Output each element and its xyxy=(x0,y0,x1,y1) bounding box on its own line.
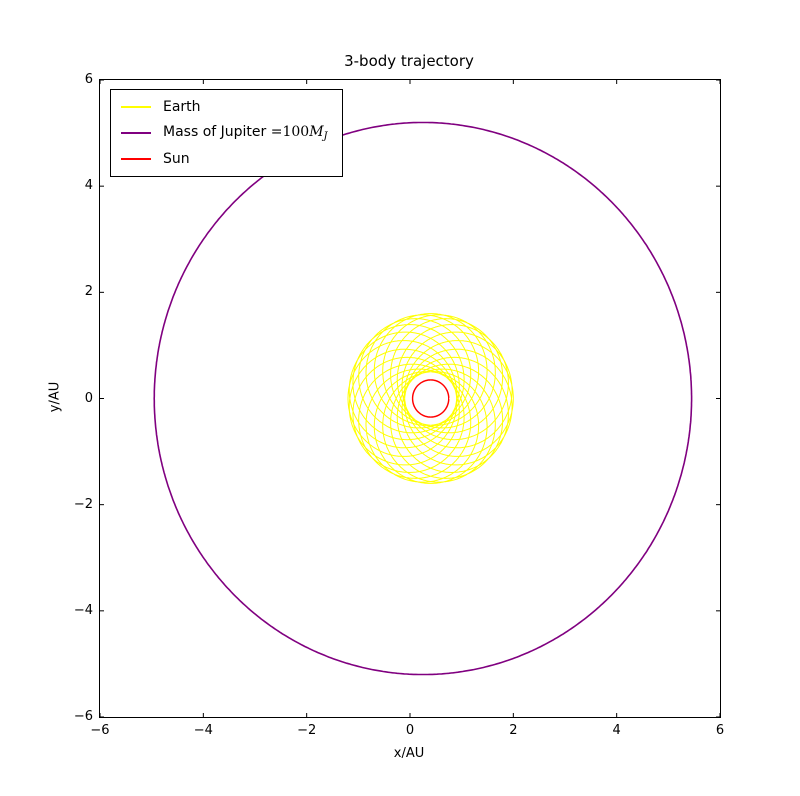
jupiter-trajectory xyxy=(153,121,693,676)
legend: Earth Mass of Jupiter =100MJ Sun xyxy=(110,89,343,177)
x-tick-label: 6 xyxy=(715,723,725,738)
x-tick-label: −4 xyxy=(193,723,213,738)
plot-area xyxy=(100,80,720,717)
sun-trajectory xyxy=(411,379,450,418)
earth-trajectory xyxy=(347,313,514,484)
legend-label-jupiter-number: 100 xyxy=(282,124,310,140)
legend-item-jupiter: Mass of Jupiter =100MJ xyxy=(121,124,328,142)
x-tick-label: −2 xyxy=(297,723,317,738)
axes-box xyxy=(99,79,721,718)
earth-legend-line-icon xyxy=(121,106,151,108)
y-tick-label: −6 xyxy=(73,709,93,724)
x-tick-label: 0 xyxy=(405,723,415,738)
sun-legend-line-icon xyxy=(121,158,151,160)
y-tick-label: 6 xyxy=(84,72,93,87)
legend-label-earth: Earth xyxy=(163,99,201,115)
x-tick-label: −6 xyxy=(90,723,110,738)
legend-label-jupiter-symbol: M xyxy=(309,124,324,140)
x-tick-label: 4 xyxy=(612,723,621,738)
legend-label-jupiter: Mass of Jupiter =100MJ xyxy=(163,124,328,142)
x-axis-label: x/AU xyxy=(393,746,425,761)
y-tick-label: 2 xyxy=(84,284,93,300)
legend-label-jupiter-subscript: J xyxy=(323,131,328,142)
y-tick-label: −4 xyxy=(73,602,93,618)
y-tick-label: −2 xyxy=(73,496,93,512)
legend-item-earth: Earth xyxy=(121,99,328,115)
legend-item-sun: Sun xyxy=(121,151,328,167)
jupiter-legend-line-icon xyxy=(121,132,151,134)
plot-title: 3-body trajectory xyxy=(344,52,474,70)
legend-label-sun: Sun xyxy=(163,151,190,167)
y-tick-label: 4 xyxy=(84,178,93,194)
y-tick-label: 0 xyxy=(84,390,93,406)
x-tick-label: 2 xyxy=(509,723,518,738)
legend-label-jupiter-prefix: Mass of Jupiter = xyxy=(163,124,283,140)
